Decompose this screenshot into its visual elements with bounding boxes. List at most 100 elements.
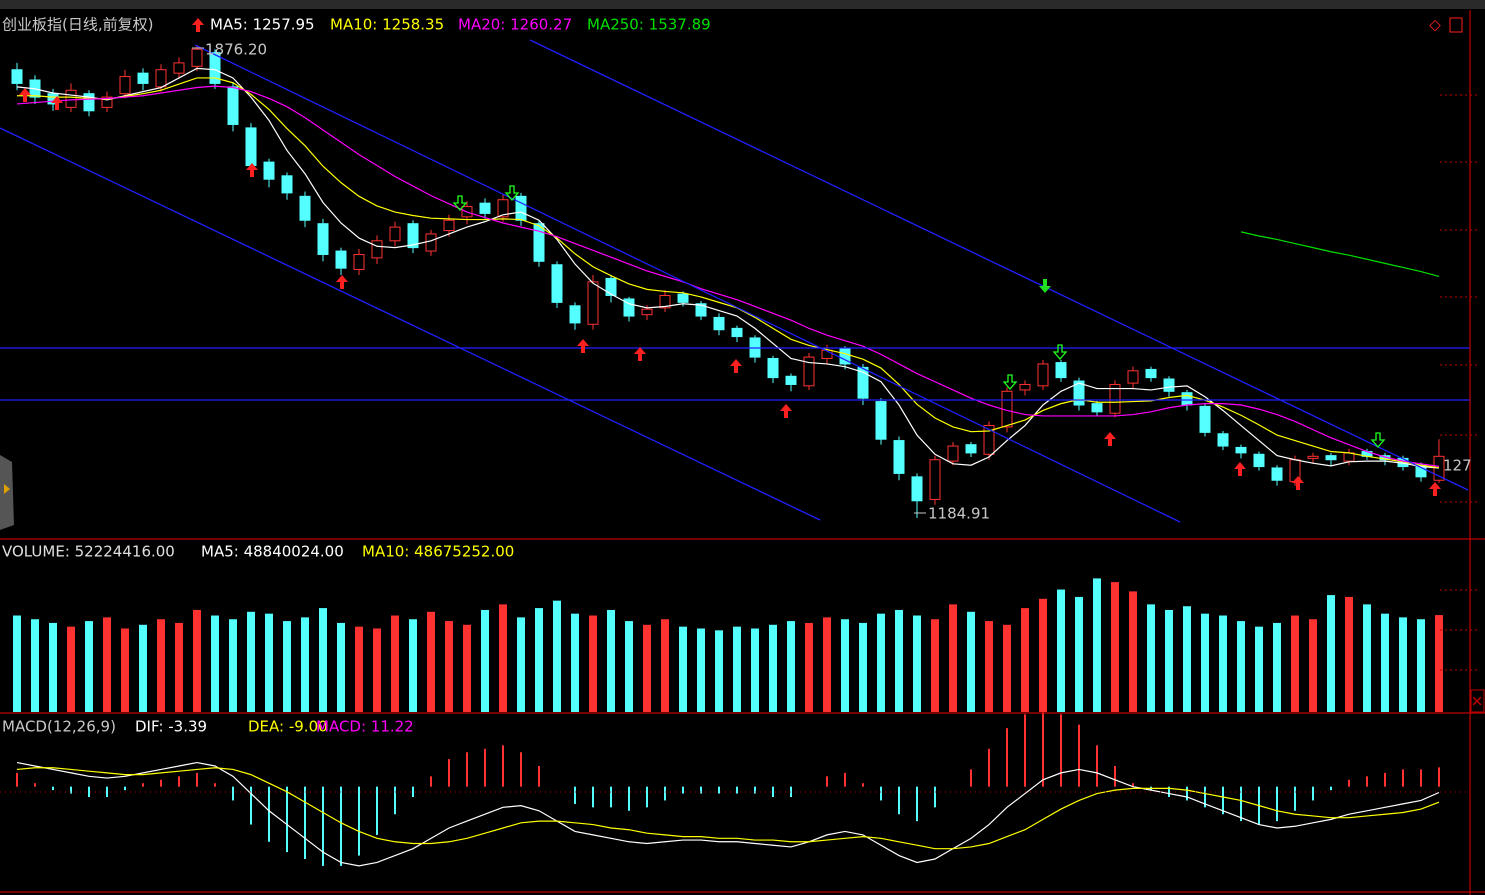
candle-body xyxy=(245,127,257,167)
volume-bar xyxy=(1021,608,1029,712)
legend-entry: MA5: 1257.95 xyxy=(210,16,315,34)
candle-body xyxy=(83,93,95,112)
candle-body xyxy=(227,86,239,125)
volume-bar xyxy=(1345,596,1353,712)
volume-bar xyxy=(769,624,777,712)
candle-body xyxy=(731,327,743,338)
volume-bar xyxy=(1381,613,1389,712)
chart-title: 创业板指(日线,前复权) xyxy=(2,16,153,34)
volume-bar xyxy=(661,619,669,712)
volume-bar xyxy=(157,619,165,712)
volume-bar xyxy=(517,617,525,712)
last-price-label: 127 xyxy=(1443,457,1472,475)
volume-bar xyxy=(1003,624,1011,712)
candle-body xyxy=(911,476,923,502)
candle-body xyxy=(11,69,23,84)
candle-body xyxy=(497,199,509,218)
header-arrow xyxy=(192,18,204,32)
candle-body xyxy=(893,440,905,474)
chart-title: MACD(12,26,9) xyxy=(2,718,116,736)
volume-bar xyxy=(1435,615,1443,712)
candle-body xyxy=(1163,378,1175,392)
volume-bar xyxy=(283,621,291,712)
volume-bar xyxy=(1219,615,1227,712)
candle-body xyxy=(173,62,185,74)
candle-body xyxy=(209,52,221,84)
toolbar[interactable] xyxy=(0,0,1485,9)
volume-bar xyxy=(751,628,759,712)
candle-body xyxy=(263,161,275,180)
candle-body xyxy=(479,202,491,214)
volume-bar xyxy=(427,611,435,712)
volume-bar xyxy=(1327,595,1335,712)
candle-body xyxy=(605,277,617,297)
candle-body xyxy=(875,401,887,440)
volume-bar xyxy=(931,619,939,712)
grid-dashes xyxy=(0,94,1480,793)
volume-bar xyxy=(967,611,975,712)
volume-bar xyxy=(1111,582,1119,712)
volume-bar xyxy=(679,626,687,712)
plot-area xyxy=(11,44,1445,867)
series-line xyxy=(16,767,1440,850)
volume-bar xyxy=(319,608,327,712)
volume-bar xyxy=(373,628,381,712)
volume-bar xyxy=(877,613,885,712)
volume-bar xyxy=(1291,615,1299,712)
candle-body xyxy=(317,223,329,255)
candle-body xyxy=(281,175,293,194)
volume-bar xyxy=(175,622,183,712)
panel-frames xyxy=(0,10,1485,895)
trend-lines xyxy=(0,39,1470,523)
volume-bar xyxy=(553,600,561,712)
volume-bar xyxy=(697,628,705,712)
volume-bar xyxy=(409,619,417,712)
volume-bar xyxy=(1255,626,1263,712)
volume-bar xyxy=(1075,596,1083,712)
candle-body xyxy=(1091,403,1103,413)
volume-bar xyxy=(211,615,219,712)
volume-bar xyxy=(31,619,39,712)
trend-line xyxy=(529,39,1469,491)
volume-bar xyxy=(1237,621,1245,712)
candle-body xyxy=(101,96,113,108)
max-label: 1876.20 xyxy=(205,41,267,59)
volume-bar xyxy=(391,615,399,712)
volume-bar xyxy=(1093,578,1101,712)
close-box[interactable] xyxy=(1470,689,1485,713)
volume-bar xyxy=(643,624,651,712)
candle-body xyxy=(137,72,149,84)
volume-bar xyxy=(1057,589,1065,712)
chart-title: VOLUME: 52224416.00 xyxy=(2,543,175,561)
close-icon[interactable]: ✕ xyxy=(1471,693,1484,711)
volume-bar xyxy=(1147,604,1155,712)
candle-body xyxy=(533,223,545,262)
candle-body xyxy=(1217,433,1229,447)
candle-body xyxy=(713,316,725,331)
volume-bar xyxy=(265,613,273,712)
candle-body xyxy=(353,253,365,271)
diamond-icon[interactable]: ◇ xyxy=(1429,16,1441,34)
volume-bar xyxy=(805,622,813,712)
candle-body xyxy=(821,349,833,359)
volume-bar xyxy=(841,619,849,712)
volume-bar xyxy=(85,621,93,712)
candle-body xyxy=(1037,363,1049,387)
volume-bar xyxy=(301,617,309,712)
volume-bar xyxy=(913,615,921,712)
side-tab-arrow[interactable] xyxy=(4,484,10,494)
candle-body xyxy=(443,219,455,232)
volume-bar xyxy=(895,609,903,712)
volume-bar xyxy=(625,621,633,712)
candle-body xyxy=(677,293,689,303)
volume-bar xyxy=(1273,622,1281,712)
volume-bar xyxy=(1363,604,1371,712)
volume-bar xyxy=(535,608,543,712)
window-icon[interactable] xyxy=(1449,17,1463,33)
candle-body xyxy=(947,445,959,462)
volume-bar xyxy=(355,626,363,712)
side-tab[interactable] xyxy=(0,455,14,530)
volume-bar xyxy=(337,622,345,712)
candle-body xyxy=(551,264,563,303)
